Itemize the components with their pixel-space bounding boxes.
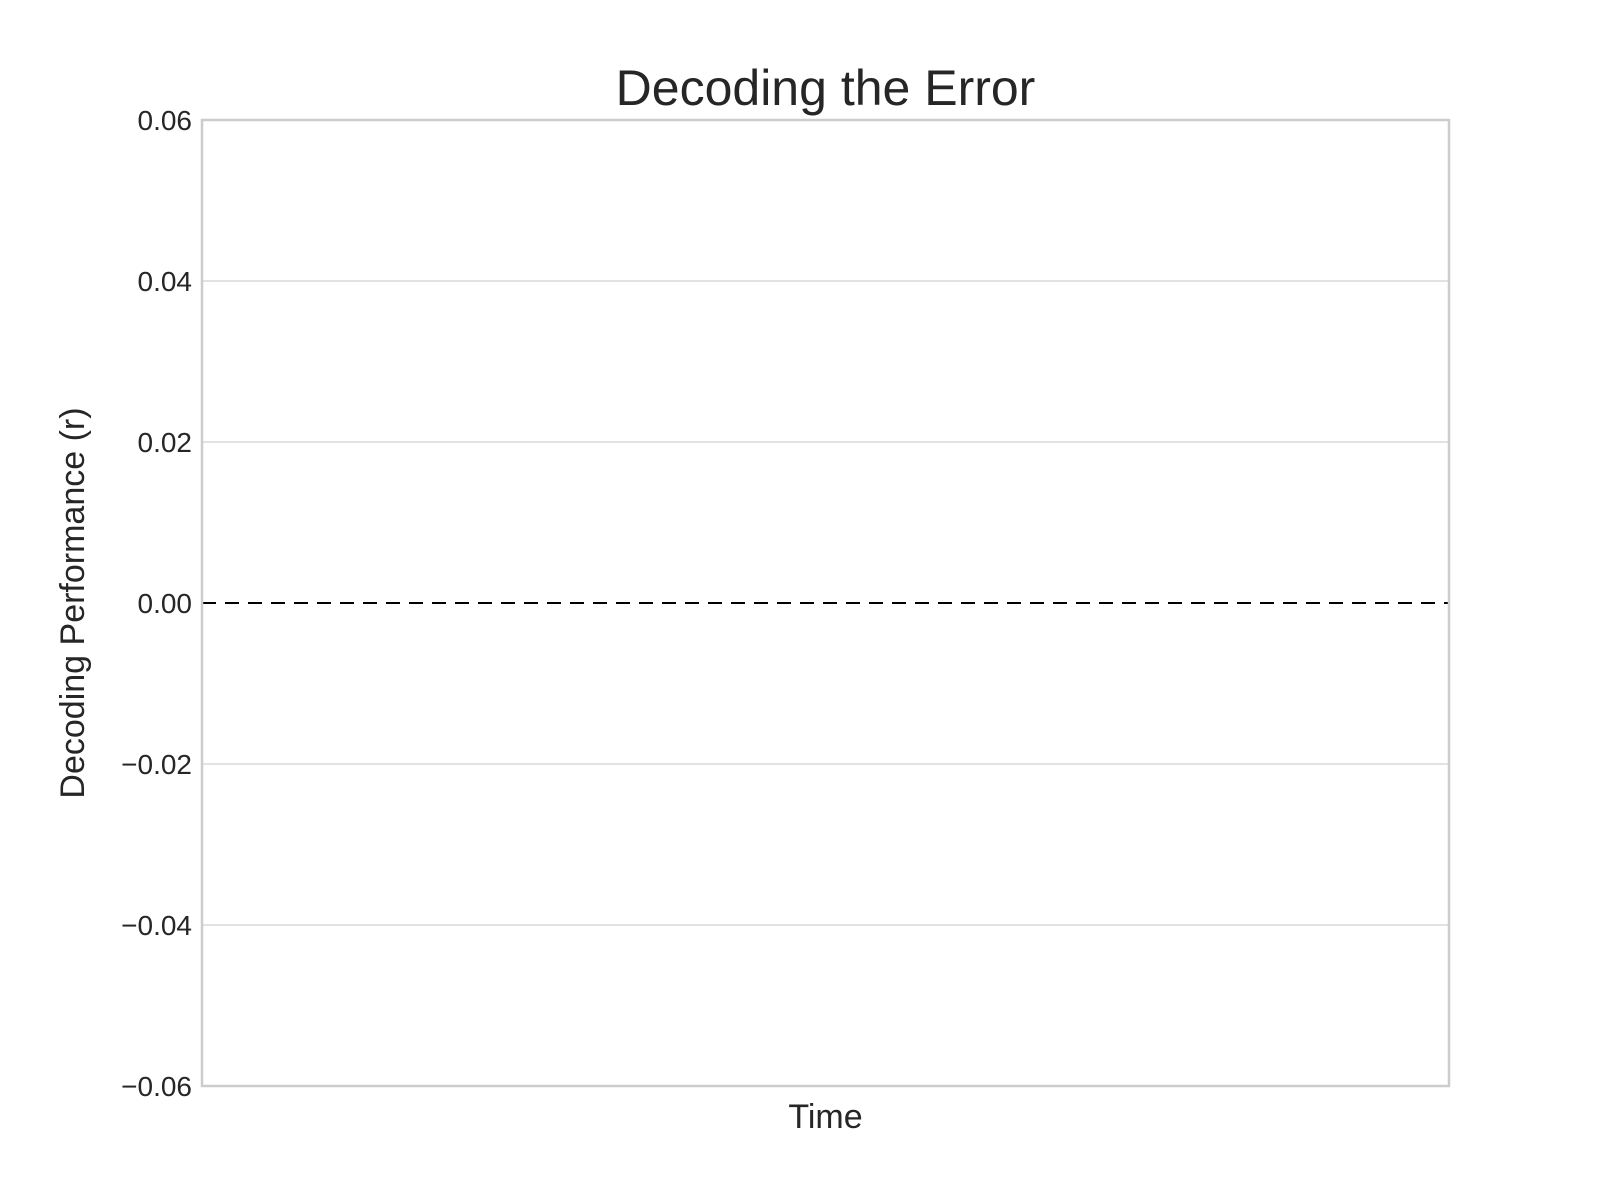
x-axis-label: Time [788,1098,862,1136]
y-tick-label: 0.06 [138,105,193,136]
y-tick-label: 0.00 [138,588,193,619]
y-tick-label: −0.06 [121,1071,192,1102]
y-tick-label: −0.02 [121,749,192,780]
chart-title: Decoding the Error [616,60,1036,116]
y-tick-labels: −0.06 −0.04 −0.02 0.00 0.02 0.04 0.06 [121,105,192,1102]
plot-frame [200,118,1451,1088]
y-tick-label: −0.04 [121,910,192,941]
y-tick-label: 0.04 [138,266,193,297]
gridlines [202,280,1449,926]
y-axis-label: Decoding Performance (r) [54,407,92,798]
y-tick-label: 0.02 [138,427,193,458]
